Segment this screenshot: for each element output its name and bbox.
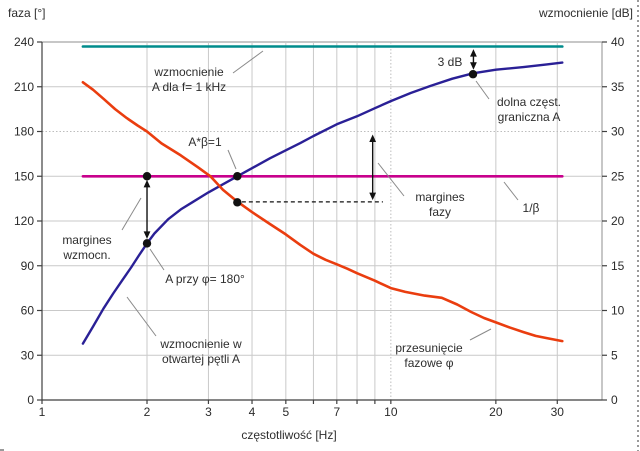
right-tick-label-10: 10 <box>611 304 625 318</box>
one-over-beta-label-line-1: 1/β <box>523 201 540 215</box>
phase-margin-label-line-1: margines <box>415 190 464 204</box>
a-at-180-label-line-1: A przy φ= 180° <box>165 272 245 286</box>
gain-margin-label-leader <box>121 197 142 231</box>
gain-1khz-label-line-1: wzmocnienie <box>153 65 224 79</box>
gain-margin-arrow-head-bottom <box>143 231 151 239</box>
x-tick-label-5: 5 <box>282 405 289 419</box>
left-tick-label-60: 60 <box>21 304 35 318</box>
gain-margin-arrow-head-top <box>143 179 151 188</box>
open-loop-gain-label-leader <box>126 296 157 337</box>
3db-arrow-head-bottom <box>470 62 477 70</box>
x-tick-label-4: 4 <box>249 405 256 419</box>
x-tick-label-3: 3 <box>205 405 212 419</box>
phase-at-unity-dot <box>233 198 242 207</box>
phase-margin-label-leader <box>377 162 405 197</box>
page-edge-dots-artifact <box>637 0 639 451</box>
one-over-beta-label-leader <box>503 181 519 201</box>
x-tick-label-30: 30 <box>551 405 565 419</box>
3db-arrow-head-top <box>470 49 477 57</box>
x-axis-title: częstotliwość [Hz] <box>241 428 337 442</box>
series-3-curve <box>81 81 564 343</box>
right-tick-label-35: 35 <box>611 80 625 94</box>
left-tick-label-150: 150 <box>14 169 34 183</box>
3db-label-line-1: 3 dB <box>438 55 463 69</box>
phase-shift-label-leader <box>469 328 492 341</box>
series-2-curve <box>81 61 564 345</box>
x-tick-label-7: 7 <box>333 405 340 419</box>
page-corner-artifact <box>0 449 4 451</box>
loop-gain-unity-label-line-1: A*β=1 <box>188 135 222 149</box>
loop-gain-unity-dot <box>233 172 242 181</box>
open-loop-gain-label-line-1: wzmocnienie w <box>159 337 242 351</box>
x-tick-label-1: 1 <box>39 405 46 419</box>
left-tick-label-120: 120 <box>14 214 34 228</box>
gain-margin-top-dot <box>142 172 152 181</box>
a-at-180-dot <box>142 239 152 248</box>
left-tick-label-210: 210 <box>14 80 34 94</box>
lower-cutoff-label-line-1: dolna częst. <box>497 95 561 109</box>
right-tick-label-20: 20 <box>611 214 625 228</box>
phase-margin-label-line-2: fazy <box>429 205 451 219</box>
x-tick-label-2: 2 <box>144 405 151 419</box>
phase-shift-label-line-1: przesunięcie <box>395 341 463 355</box>
loop-gain-unity-label-leader <box>227 149 237 170</box>
x-tick-label-10: 10 <box>384 405 398 419</box>
left-tick-label-180: 180 <box>14 125 34 139</box>
left-tick-label-0: 0 <box>27 393 34 407</box>
right-tick-label-15: 15 <box>611 259 625 273</box>
phase-shift-label-line-2: fazowe φ <box>404 356 453 370</box>
right-tick-label-5: 5 <box>611 348 618 362</box>
right-axis-title: wzmocnienie [dB] <box>538 6 633 20</box>
right-tick-label-0: 0 <box>611 393 618 407</box>
gain-1khz-label-line-2: A dla f= 1 kHz <box>152 80 226 94</box>
minus-3db-dot <box>468 70 478 79</box>
right-tick-label-40: 40 <box>611 35 625 49</box>
a-at-180-label-leader <box>149 248 165 271</box>
open-loop-gain-label-line-2: otwartej pętli A <box>162 352 240 366</box>
lower-cutoff-label-leader <box>475 80 490 100</box>
phase-margin-arrow-head-bottom <box>369 192 377 201</box>
right-tick-label-30: 30 <box>611 125 625 139</box>
lower-cutoff-label-line-2: graniczna A <box>498 110 561 124</box>
right-tick-label-25: 25 <box>611 169 625 183</box>
gain-1khz-label-leader <box>232 50 264 74</box>
left-tick-label-90: 90 <box>21 259 35 273</box>
phase-margin-arrow-head-top <box>369 134 377 142</box>
left-tick-label-30: 30 <box>21 348 35 362</box>
gain-margin-label-line-1: margines <box>62 233 111 247</box>
left-tick-label-240: 240 <box>14 35 34 49</box>
x-tick-label-20: 20 <box>489 405 503 419</box>
gain-margin-label-line-2: wzmocn. <box>62 248 110 262</box>
left-axis-title: faza [°] <box>8 6 46 20</box>
